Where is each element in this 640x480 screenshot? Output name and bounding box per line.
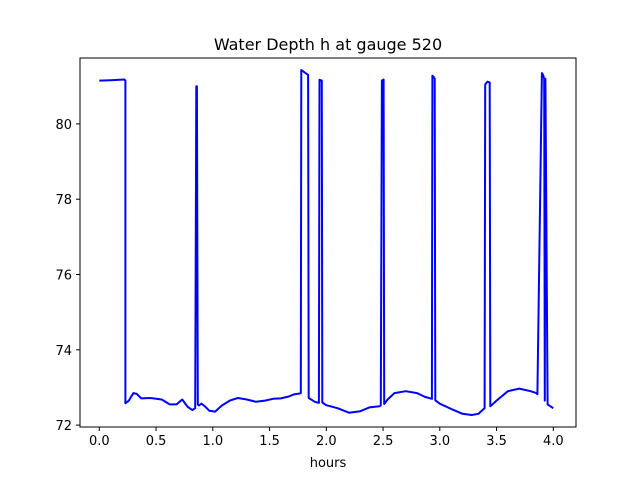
- x-tick-label: 1.0: [202, 434, 223, 449]
- plot-area: [99, 69, 554, 416]
- x-tick-label: 4.0: [543, 434, 564, 449]
- x-tick-label: 3.5: [486, 434, 507, 449]
- x-tick-label: 2.5: [373, 434, 394, 449]
- y-tick-label: 74: [55, 344, 72, 359]
- y-tick-label: 78: [55, 193, 72, 208]
- x-tick-label: 0.0: [89, 434, 110, 449]
- x-tick-label: 2.0: [316, 434, 337, 449]
- x-tick-label: 3.0: [429, 434, 450, 449]
- x-axis: 0.0 0.5 1.0 1.5 2.0 2.5 3.0 3.5 4.0: [89, 427, 564, 449]
- y-axis: 72 74 76 78 80: [55, 118, 80, 434]
- x-tick-label: 0.5: [146, 434, 167, 449]
- x-axis-label: hours: [310, 456, 347, 471]
- y-tick-label: 80: [55, 118, 72, 133]
- y-tick-label: 76: [55, 269, 72, 284]
- chart-title: Water Depth h at gauge 520: [214, 35, 442, 54]
- y-tick-label: 72: [55, 419, 72, 434]
- x-tick-label: 1.5: [259, 434, 280, 449]
- series-line-0: [99, 69, 554, 416]
- plot-frame: [79, 57, 577, 428]
